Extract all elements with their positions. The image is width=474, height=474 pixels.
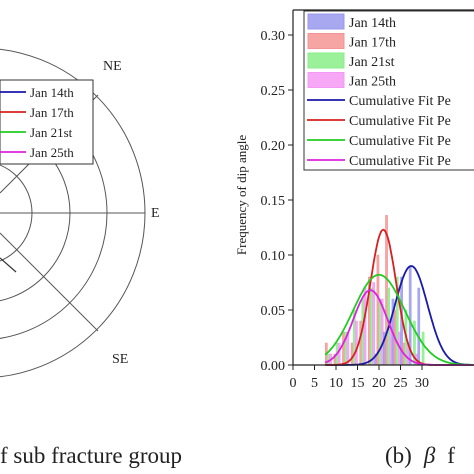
legend-fit-label-0: Cumulative Fit Pe bbox=[349, 94, 451, 109]
bar-3-3 bbox=[355, 320, 358, 366]
y-tick-label-5: 0.25 bbox=[261, 84, 286, 99]
bar-2-5 bbox=[370, 287, 373, 366]
y-tick-label-0: 0.00 bbox=[261, 359, 286, 374]
polar-legend-label-2: Jan 21st bbox=[30, 125, 73, 140]
x-tick-label-1: 5 bbox=[311, 376, 318, 391]
legend-swatch-2 bbox=[307, 52, 345, 69]
y-tick-label-6: 0.30 bbox=[261, 29, 286, 44]
compass-label-se: SE bbox=[112, 352, 128, 367]
polar-data-trace bbox=[0, 257, 17, 273]
bar-2-0 bbox=[327, 353, 330, 366]
compass-label-ne: NE bbox=[103, 59, 122, 74]
y-tick-label-2: 0.10 bbox=[261, 249, 286, 264]
legend-fit-label-3: Cumulative Fit Pe bbox=[349, 154, 451, 169]
bar-3-4 bbox=[363, 287, 367, 366]
legend-fit-label-2: Cumulative Fit Pe bbox=[349, 134, 451, 149]
x-tick-label-6: 30 bbox=[415, 376, 429, 391]
x-tick-label-0: 0 bbox=[290, 376, 297, 391]
x-tick-label-4: 20 bbox=[372, 376, 386, 391]
legend-label-0: Jan 14th bbox=[349, 16, 396, 31]
legend-swatch-0 bbox=[307, 13, 345, 30]
legend-fit-label-1: Cumulative Fit Pe bbox=[349, 114, 451, 129]
histogram-caption: (b) β f bbox=[385, 443, 455, 468]
bar-1-6 bbox=[376, 254, 380, 366]
polar-axis-southeast bbox=[0, 232, 99, 332]
polar-legend-label-3: Jan 25th bbox=[30, 145, 74, 160]
legend-swatch-3 bbox=[307, 72, 345, 88]
fit-curve-2 bbox=[324, 273, 474, 366]
bar-2-11 bbox=[421, 331, 425, 366]
polar-legend-box bbox=[0, 79, 94, 165]
y-tick-label-1: 0.05 bbox=[261, 304, 286, 319]
legend-label-2: Jan 21st bbox=[349, 55, 395, 70]
y-tick-label-3: 0.15 bbox=[261, 194, 286, 209]
polar-plot: NE E SE Jan 14th Jan 17th Jan 21st Jan 25th… bbox=[0, 48, 182, 468]
bar-3-1 bbox=[337, 342, 341, 366]
bar-0-11 bbox=[417, 287, 421, 366]
bar-3-5 bbox=[372, 282, 375, 366]
legend-label-3: Jan 25th bbox=[349, 75, 396, 90]
y-axis-label: Frequency of dip angle bbox=[234, 135, 249, 255]
legend-swatch-1 bbox=[307, 33, 345, 49]
histogram-plot: Frequency of dip angle 0.00 0.05 0.10 0.15 0… bbox=[234, 9, 474, 468]
compass-label-e: E bbox=[151, 206, 160, 221]
y-tick-label-4: 0.20 bbox=[261, 139, 286, 154]
polar-caption: f sub fracture group bbox=[0, 443, 182, 468]
bar-1-2 bbox=[342, 331, 345, 366]
polar-legend-label-1: Jan 17th bbox=[30, 105, 74, 120]
legend-label-1: Jan 17th bbox=[349, 36, 396, 51]
polar-legend: Jan 14th Jan 17th Jan 21st Jan 25th bbox=[0, 79, 94, 165]
polar-legend-label-0: Jan 14th bbox=[30, 85, 74, 100]
bar-1-3 bbox=[350, 342, 354, 366]
x-tick-label-2: 10 bbox=[329, 376, 343, 391]
x-tick-label-5: 25 bbox=[394, 376, 408, 391]
bar-1-4 bbox=[359, 320, 363, 366]
x-tick-label-3: 15 bbox=[351, 376, 365, 391]
bar-2-6 bbox=[378, 298, 382, 366]
